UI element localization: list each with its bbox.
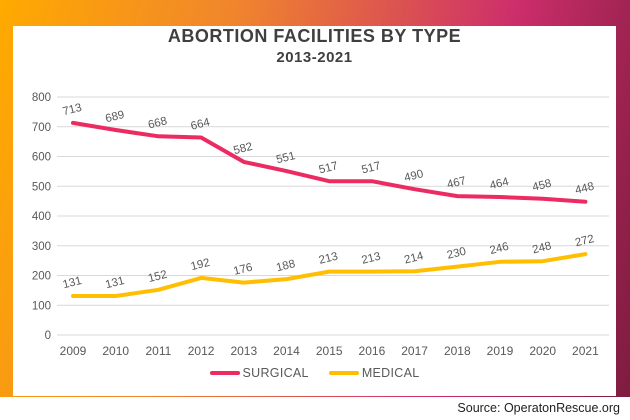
data-label: 713 — [62, 102, 84, 118]
x-tick-label: 2009 — [60, 344, 87, 358]
x-tick-label: 2018 — [444, 344, 471, 358]
data-label: 458 — [531, 178, 553, 194]
data-label: 517 — [318, 160, 340, 176]
y-tick-label: 700 — [32, 122, 51, 134]
x-tick-label: 2010 — [102, 344, 129, 358]
source-bar: Source: OperatonRescue.org — [0, 397, 630, 420]
data-label: 213 — [318, 251, 340, 267]
data-label: 490 — [403, 168, 425, 184]
data-label: 582 — [232, 141, 254, 157]
legend-label-medical: MEDICAL — [361, 366, 420, 380]
data-label: 213 — [360, 251, 382, 267]
data-label: 517 — [360, 160, 382, 176]
data-label: 246 — [489, 241, 511, 257]
x-tick-label: 2017 — [401, 344, 428, 358]
line-chart: 0 100 200 300 400 500 600 700 800 2009 2010 2011 201… — [32, 92, 609, 358]
data-label: 464 — [489, 176, 511, 192]
chart-panel: 0 100 200 300 400 500 600 700 800 2009 2010 2011 201… — [13, 26, 616, 396]
x-tick-label: 2021 — [572, 344, 599, 358]
legend-label-surgical: SURGICAL — [242, 366, 309, 380]
data-label: 551 — [275, 150, 297, 166]
medical-line — [71, 252, 588, 298]
data-label: 664 — [190, 116, 212, 132]
x-tick-label: 2014 — [273, 344, 300, 358]
y-tick-label: 0 — [45, 330, 51, 342]
legend-item-surgical: SURGICAL — [209, 366, 309, 380]
data-label: 188 — [275, 258, 297, 274]
data-label: 272 — [574, 233, 596, 249]
surgical-line-swatch — [209, 371, 240, 375]
data-label: 230 — [446, 246, 468, 262]
surgical-line — [71, 120, 588, 204]
y-tick-label: 800 — [32, 92, 51, 104]
x-tick-label: 2013 — [230, 344, 257, 358]
data-label: 448 — [574, 181, 596, 197]
data-label: 248 — [531, 240, 553, 256]
data-label: 467 — [446, 175, 468, 191]
y-tick-label: 400 — [32, 211, 51, 223]
x-tick-label: 2020 — [529, 344, 556, 358]
legend-item-medical: MEDICAL — [328, 366, 420, 380]
chart-legend: SURGICAL MEDICAL — [13, 366, 616, 380]
data-label: 192 — [190, 257, 212, 273]
x-tick-label: 2012 — [188, 344, 215, 358]
data-label: 689 — [104, 109, 126, 125]
y-tick-label: 300 — [32, 241, 51, 253]
x-tick-label: 2011 — [145, 344, 171, 358]
source-attribution: Source: OperatonRescue.org — [457, 401, 620, 415]
data-label: 131 — [104, 275, 126, 291]
data-label: 214 — [403, 250, 425, 266]
data-label: 176 — [232, 262, 254, 278]
y-tick-label: 500 — [32, 181, 51, 193]
gradient-frame: 0 100 200 300 400 500 600 700 800 2009 2010 2011 201… — [0, 0, 630, 397]
x-tick-label: 2019 — [487, 344, 514, 358]
chart-subtitle: 2013-2021 — [276, 49, 353, 66]
medical-line-swatch — [328, 371, 359, 375]
data-label: 131 — [62, 275, 84, 291]
data-label: 668 — [147, 115, 169, 131]
x-tick-label: 2015 — [316, 344, 343, 358]
x-tick-label: 2016 — [359, 344, 386, 358]
y-tick-label: 100 — [32, 300, 51, 312]
chart-title: ABORTION FACILITIES BY TYPE — [167, 26, 462, 46]
data-label: 152 — [147, 269, 169, 285]
y-tick-label: 200 — [32, 271, 51, 283]
y-tick-label: 600 — [32, 152, 51, 164]
